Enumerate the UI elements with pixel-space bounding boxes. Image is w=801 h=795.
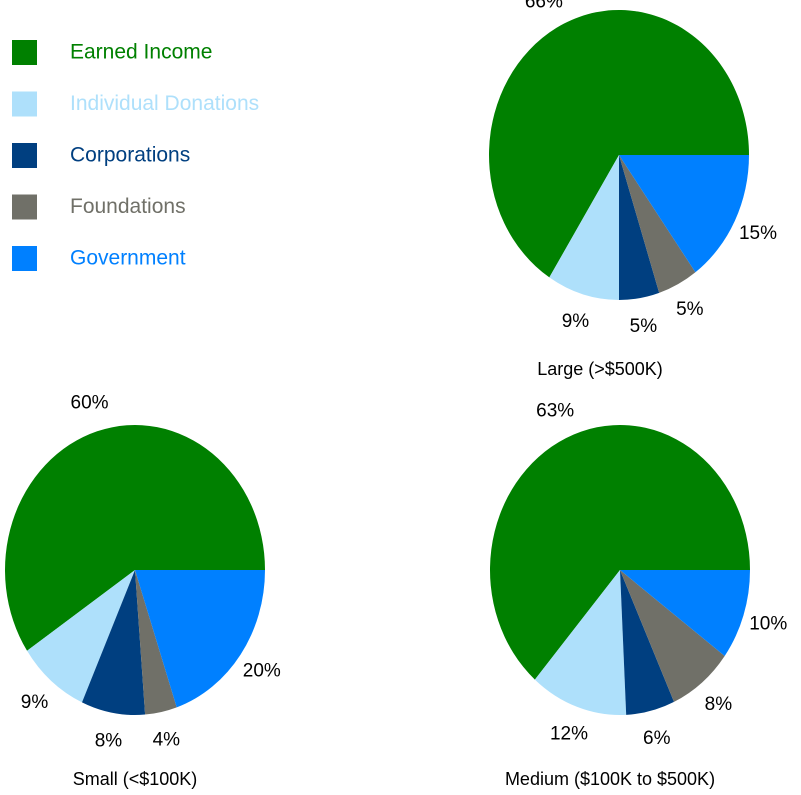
value-label: 63% [536, 401, 574, 422]
value-label: 8% [95, 730, 123, 751]
legend-swatch [12, 143, 37, 168]
value-label: 9% [562, 311, 590, 332]
pie-slice [27, 570, 136, 703]
legend-label: Corporations [70, 144, 190, 167]
value-label: 4% [153, 729, 181, 750]
legend-swatch [12, 194, 37, 220]
pie-slice [620, 570, 725, 702]
legend-swatch [12, 246, 37, 271]
pie-slice [135, 570, 265, 708]
legend-swatch [12, 40, 37, 65]
pie-slice [82, 570, 146, 716]
legend-label: Foundations [70, 195, 186, 218]
legend-label: Government [70, 247, 186, 270]
value-label: 15% [739, 223, 777, 244]
pie-slice [619, 155, 749, 273]
pie-title: Large (>$500K) [537, 359, 663, 379]
legend-label: Earned Income [70, 41, 212, 64]
value-label: 10% [749, 613, 787, 634]
value-label: 5% [630, 316, 658, 337]
pie-slice [489, 425, 750, 680]
pie-slice [549, 155, 619, 300]
value-label: 9% [21, 692, 49, 713]
pie-slice [620, 570, 675, 715]
pie-slice [135, 570, 177, 715]
value-label: 12% [550, 723, 588, 744]
pie-slice [534, 570, 627, 715]
value-label: 60% [71, 393, 109, 414]
pie-slice [619, 155, 696, 293]
pie-slice [4, 424, 266, 651]
legend-label: Individual Donations [70, 92, 259, 115]
value-label: 5% [676, 299, 704, 320]
pie-slice [620, 570, 750, 656]
legend-swatch [12, 91, 37, 117]
value-label: 66% [525, 0, 563, 13]
value-label: 8% [705, 694, 733, 715]
value-label: 6% [643, 728, 671, 749]
pie-title: Small (<$100K) [73, 769, 198, 789]
pie-slice [619, 155, 660, 300]
value-label: 20% [243, 660, 281, 681]
pie-title: Medium ($100K to $500K) [505, 769, 715, 789]
pie-slice [489, 10, 749, 278]
